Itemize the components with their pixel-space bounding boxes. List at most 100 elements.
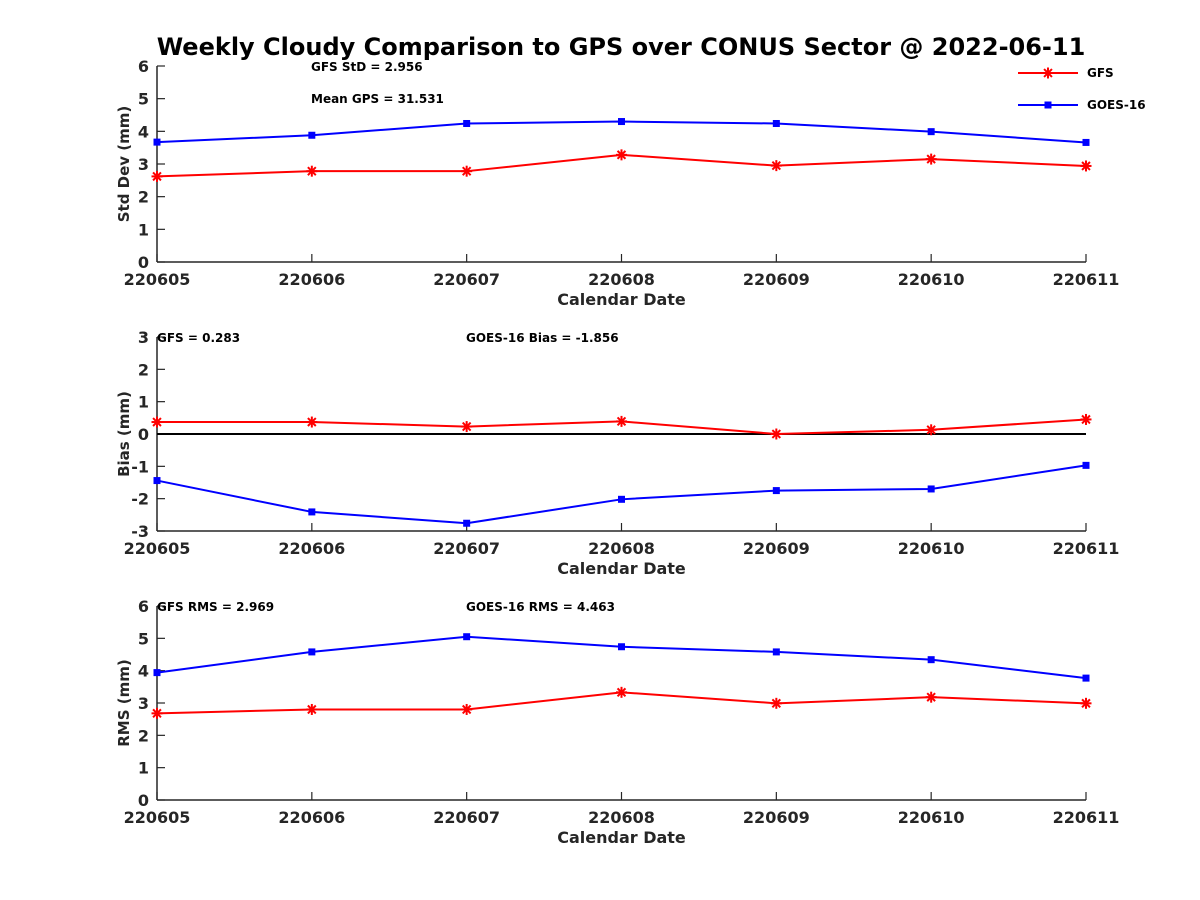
series-goes-16 <box>153 461 1090 527</box>
data-point-shape <box>772 119 780 127</box>
data-point <box>616 149 627 161</box>
data-point-stroke <box>926 154 936 164</box>
data-point <box>770 428 782 440</box>
data-point-stroke <box>152 171 162 182</box>
data-point-shape <box>308 648 316 656</box>
y-tick-label: 4 <box>138 122 149 141</box>
data-point <box>151 416 163 428</box>
data-point-stroke <box>926 692 936 702</box>
x-tick-label: 220611 <box>1053 808 1120 827</box>
data-point-stroke <box>461 166 472 176</box>
data-point-shape <box>927 128 935 136</box>
data-point-shape <box>772 648 780 656</box>
stat-annotation: GFS = 0.283 <box>157 331 240 345</box>
data-point <box>770 160 782 172</box>
data-point <box>461 703 473 715</box>
data-point <box>151 170 163 182</box>
stat-annotation: GFS RMS = 2.969 <box>157 600 274 614</box>
y-tick-label: 4 <box>138 662 149 681</box>
x-tick-label: 220606 <box>278 539 345 558</box>
data-point <box>1082 674 1090 682</box>
y-tick-label: -1 <box>131 457 149 476</box>
data-point <box>1080 697 1092 709</box>
data-point-shape <box>463 633 471 641</box>
data-point <box>772 119 780 127</box>
x-tick-label: 220611 <box>1053 539 1120 558</box>
data-point <box>772 648 780 656</box>
y-axis-label: Std Dev (mm) <box>115 106 133 223</box>
x-tick-label: 220606 <box>278 270 345 289</box>
series-gfs <box>151 413 1092 440</box>
data-point-stroke <box>771 160 782 171</box>
data-point <box>463 119 471 127</box>
data-point-shape <box>463 119 471 127</box>
chart-title: Weekly Cloudy Comparison to GPS over CON… <box>157 33 1086 61</box>
data-point <box>616 415 627 427</box>
y-tick-label: 0 <box>138 791 149 810</box>
data-point-shape <box>153 669 161 677</box>
x-axis-label: Calendar Date <box>557 828 686 847</box>
legend-marker <box>1044 101 1052 109</box>
data-point <box>153 477 161 485</box>
data-point <box>925 691 937 703</box>
data-point-stroke <box>926 425 936 435</box>
y-tick-label: 3 <box>138 694 149 713</box>
data-point-stroke <box>152 708 162 719</box>
y-tick-label: 1 <box>138 393 149 412</box>
data-point <box>306 416 318 428</box>
legend-marker <box>1042 67 1054 79</box>
data-point <box>153 669 161 677</box>
data-point-shape <box>153 138 161 146</box>
data-point-shape <box>153 477 161 485</box>
data-point <box>927 656 935 664</box>
stat-annotation: GOES-16 Bias = -1.856 <box>466 331 619 345</box>
data-point-shape <box>772 487 780 495</box>
y-tick-label: 2 <box>138 188 149 207</box>
data-point-stroke <box>616 416 627 427</box>
data-point-shape <box>618 495 625 503</box>
x-tick-label: 220605 <box>124 808 191 827</box>
data-point-shape <box>618 118 625 126</box>
y-tick-label: 1 <box>138 759 149 778</box>
data-point <box>925 424 937 436</box>
data-point-shape <box>927 485 935 493</box>
legend-item-gfs: GFS <box>1018 66 1114 80</box>
x-tick-label: 220609 <box>743 539 810 558</box>
data-point-shape <box>308 508 316 516</box>
y-tick-label: 5 <box>138 90 149 109</box>
data-point-stroke <box>616 687 627 697</box>
y-axis-label: Bias (mm) <box>115 391 133 477</box>
stat-annotation: Mean GPS = 31.531 <box>311 92 444 106</box>
y-tick-label: 2 <box>138 360 149 379</box>
data-point <box>153 138 161 146</box>
data-point-stroke <box>616 150 627 160</box>
x-tick-label: 220611 <box>1053 270 1120 289</box>
data-point-stroke <box>1081 161 1091 171</box>
x-tick-label: 220605 <box>124 539 191 558</box>
y-tick-label: 6 <box>138 597 149 616</box>
x-tick-label: 220610 <box>898 808 965 827</box>
data-point <box>308 131 316 139</box>
x-tick-label: 220608 <box>588 539 655 558</box>
data-point <box>772 487 780 495</box>
data-point-shape <box>308 131 316 139</box>
y-tick-label: 3 <box>138 328 149 347</box>
data-point <box>463 633 471 641</box>
data-point-stroke <box>307 166 317 176</box>
x-axis-label: Calendar Date <box>557 290 686 309</box>
data-point-shape <box>1082 674 1090 682</box>
data-point-stroke <box>1081 414 1091 425</box>
data-point-stroke <box>152 417 162 427</box>
y-tick-label: 2 <box>138 726 149 745</box>
data-point <box>618 643 625 651</box>
data-point-stroke <box>307 704 317 715</box>
data-point <box>306 703 318 715</box>
y-axis-label: RMS (mm) <box>115 659 133 746</box>
x-tick-label: 220606 <box>278 808 345 827</box>
y-tick-label: 0 <box>138 253 149 272</box>
data-point <box>1082 138 1090 146</box>
data-point <box>1080 160 1092 172</box>
x-tick-label: 220610 <box>898 270 965 289</box>
series-line <box>156 635 1087 680</box>
